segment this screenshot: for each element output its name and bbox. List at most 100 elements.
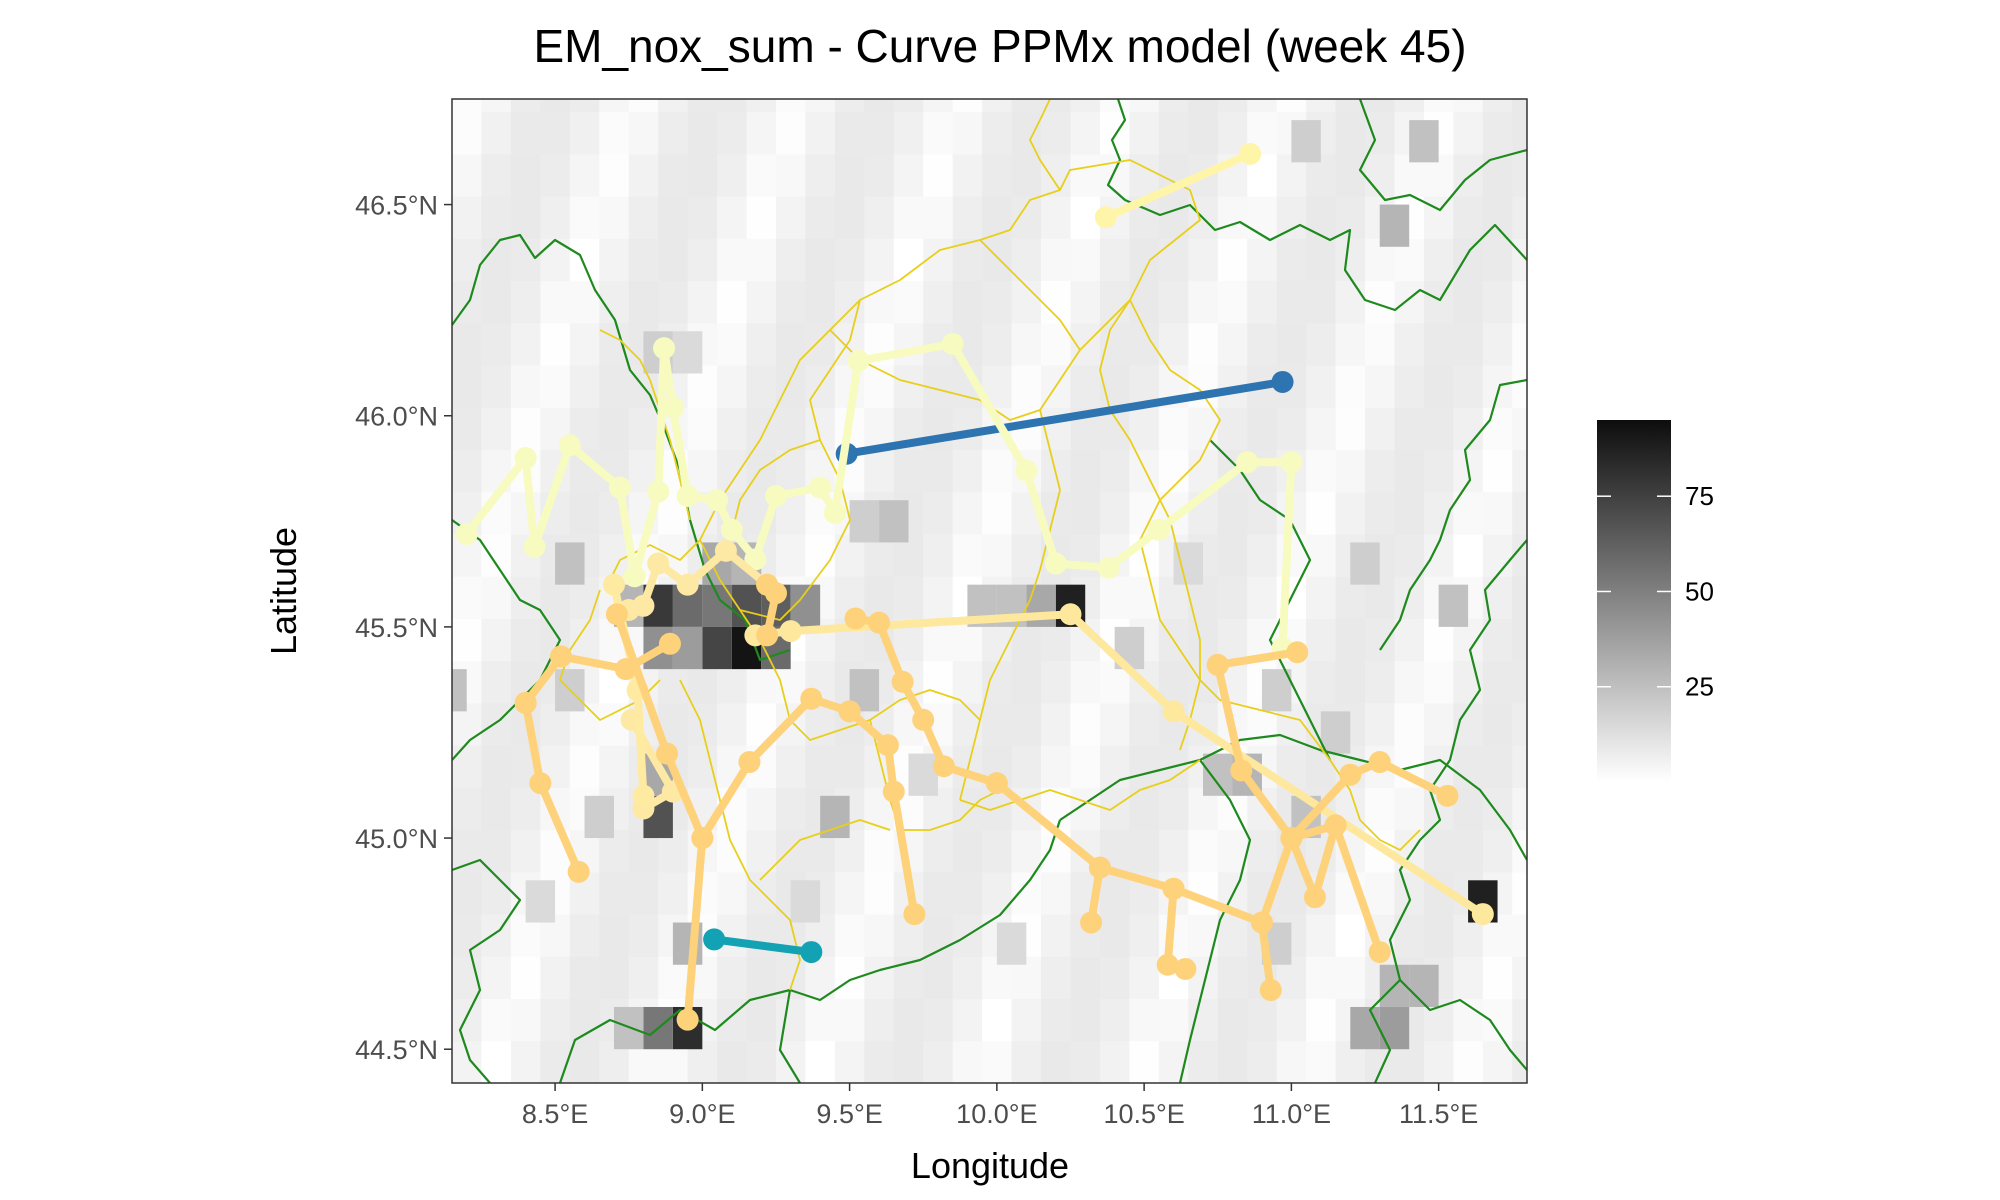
- raster-cell: [540, 956, 571, 1000]
- raster-cell: [982, 533, 1013, 577]
- raster-cell: [1173, 542, 1204, 585]
- cluster-curve-point: [703, 928, 726, 951]
- raster-cell: [1129, 238, 1160, 282]
- raster-cell: [1423, 660, 1454, 704]
- raster-cell: [864, 1040, 895, 1083]
- raster-cell: [1188, 99, 1219, 113]
- cluster-curve-line: [1213, 660, 1452, 843]
- raster-cell: [982, 660, 1013, 704]
- raster-cell: [1276, 871, 1307, 915]
- y-axis-ticks: 44.5°N 45.0°N 45.5°N 46.0°N 46.5°N: [355, 191, 452, 1065]
- raster-cell: [923, 829, 954, 873]
- cluster-curve-point: [876, 734, 899, 757]
- raster-cell: [717, 956, 748, 1000]
- raster-cell: [1512, 576, 1527, 619]
- raster-cell: [1129, 99, 1160, 113]
- cluster-curve-point: [847, 349, 870, 372]
- raster-cell: [1041, 238, 1071, 282]
- raster-cell: [996, 922, 1027, 965]
- raster-cell: [702, 626, 732, 670]
- raster-cell: [805, 280, 836, 324]
- cluster-curve-point: [623, 565, 646, 588]
- raster-cell: [1188, 238, 1219, 282]
- raster-cell: [1070, 998, 1101, 1042]
- raster-cell: [952, 1040, 983, 1083]
- raster-cell: [1011, 533, 1042, 577]
- raster-cell: [864, 238, 895, 282]
- raster-cell: [1306, 322, 1337, 366]
- raster-cell: [1276, 407, 1307, 451]
- raster-cell: [952, 99, 983, 113]
- raster-cell: [452, 99, 482, 113]
- cluster-curve-point: [868, 611, 891, 634]
- raster-cell: [775, 111, 806, 155]
- raster-cell: [717, 322, 748, 366]
- raster-cell: [452, 449, 482, 493]
- cluster-curve-point: [932, 755, 955, 778]
- cluster-curve-point: [1339, 763, 1362, 786]
- raster-cell: [1482, 365, 1513, 408]
- raster-cell: [775, 829, 806, 873]
- raster-cell: [1203, 753, 1233, 796]
- raster-cell: [672, 331, 703, 374]
- region-border-emilia: [1178, 759, 1252, 1083]
- raster-cell: [658, 871, 689, 915]
- cluster-curve-point: [1368, 941, 1391, 964]
- raster-cell: [1365, 660, 1395, 704]
- raster-cell: [1335, 153, 1366, 197]
- raster-cell: [923, 449, 954, 493]
- raster-cell: [1070, 449, 1101, 493]
- raster-cell: [923, 196, 954, 239]
- raster-cell: [1099, 280, 1130, 324]
- cluster-curve-point: [1230, 759, 1253, 782]
- cluster-curve-point: [1044, 552, 1067, 575]
- raster-cell: [1041, 1040, 1071, 1083]
- cluster-curve-point: [912, 708, 935, 731]
- raster-cell: [1188, 280, 1219, 324]
- raster-cell: [1409, 964, 1439, 1007]
- raster-cell: [834, 111, 865, 155]
- raster-cell: [1423, 238, 1454, 282]
- raster-cell: [569, 365, 600, 408]
- cluster-curve-line: [698, 694, 854, 843]
- raster-cell: [1365, 618, 1395, 662]
- cluster-curve-point: [738, 751, 761, 774]
- raster-cell: [746, 407, 777, 451]
- raster-cell: [452, 111, 482, 155]
- raster-cell: [1482, 491, 1513, 535]
- raster-cell: [1041, 956, 1071, 1000]
- raster-cell: [1070, 99, 1101, 113]
- raster-cell: [1188, 998, 1219, 1042]
- raster-cell: [893, 365, 924, 408]
- raster-cell: [952, 111, 983, 155]
- raster-cell: [1365, 449, 1395, 493]
- raster-cell: [1306, 576, 1337, 619]
- raster-cell: [1070, 491, 1101, 535]
- raster-cell: [1512, 99, 1527, 113]
- raster-cell: [599, 407, 630, 451]
- raster-cell: [923, 99, 954, 113]
- raster-cell: [1453, 196, 1484, 239]
- x-tick-label: 11.0°E: [1252, 1099, 1331, 1129]
- raster-cell: [1335, 99, 1366, 113]
- raster-cell: [1512, 871, 1527, 915]
- raster-cell: [805, 99, 836, 113]
- raster-cell: [952, 449, 983, 493]
- cluster-curves-layer: [455, 142, 1494, 1031]
- raster-cell: [1482, 407, 1513, 451]
- raster-cell: [717, 153, 748, 197]
- raster-cell: [717, 365, 748, 408]
- raster-cell: [452, 618, 482, 662]
- x-tick-label: 8.5°E: [522, 1099, 588, 1129]
- raster-cell: [1453, 533, 1484, 577]
- raster-cell: [1394, 280, 1425, 324]
- cluster-curve-point: [1436, 784, 1459, 807]
- raster-cell: [746, 956, 777, 1000]
- raster-cell: [1247, 196, 1278, 239]
- cluster-curve-point: [653, 337, 676, 360]
- raster-cell: [1188, 618, 1219, 662]
- raster-cell: [908, 753, 938, 796]
- raster-cell: [1453, 322, 1484, 366]
- raster-cell: [717, 998, 748, 1042]
- cluster-curve-point: [1174, 957, 1197, 980]
